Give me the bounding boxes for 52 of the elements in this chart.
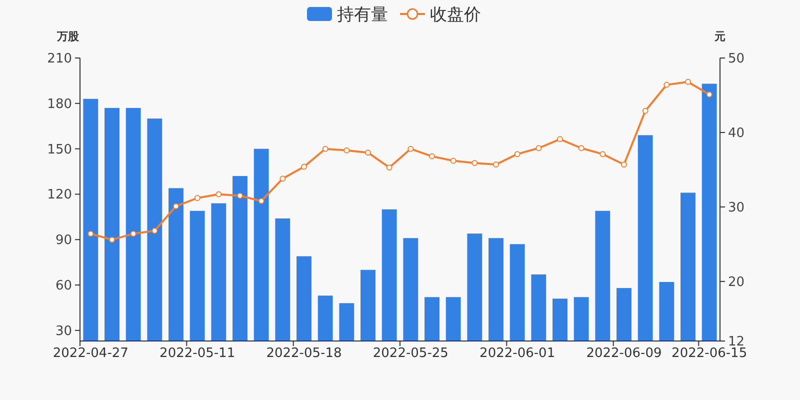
point bbox=[600, 151, 606, 158]
point bbox=[578, 145, 584, 152]
point bbox=[130, 230, 136, 237]
x-tick-label: 2022-06-01 bbox=[480, 346, 556, 361]
y-tick-label: 180 bbox=[47, 96, 72, 112]
y-tick-label: 90 bbox=[55, 233, 72, 248]
point bbox=[642, 108, 648, 114]
y-tick-label: 120 bbox=[47, 188, 72, 203]
point bbox=[258, 198, 264, 204]
y2-tick-label: 50 bbox=[728, 52, 745, 66]
x-tick-label: 2022-04-27 bbox=[52, 346, 128, 361]
x-tick-label: 2022-05-11 bbox=[160, 346, 236, 361]
legend-label: 收盘价 bbox=[430, 5, 481, 25]
y2-axis-title: 元 bbox=[714, 30, 726, 43]
point bbox=[322, 146, 328, 152]
x-tick-label: 2022-05-18 bbox=[266, 346, 342, 361]
point bbox=[280, 176, 286, 182]
point bbox=[493, 161, 499, 168]
point bbox=[237, 192, 243, 199]
y-tick-label: 210 bbox=[47, 52, 72, 66]
point bbox=[173, 203, 179, 210]
y-axis-title: 万股 bbox=[56, 30, 80, 43]
point bbox=[536, 145, 542, 152]
point bbox=[301, 164, 307, 170]
point bbox=[429, 153, 435, 160]
point bbox=[109, 236, 115, 243]
point bbox=[344, 147, 350, 154]
y2-tick-label: 30 bbox=[728, 200, 745, 216]
y-tick-label: 60 bbox=[55, 278, 72, 294]
legend-label: 持有量 bbox=[337, 5, 388, 25]
x-tick-label: 2022-06-09 bbox=[586, 346, 662, 361]
point bbox=[152, 228, 158, 234]
point bbox=[386, 164, 392, 170]
point bbox=[365, 150, 371, 156]
y-tick-label: 30 bbox=[55, 324, 72, 339]
y2-tick-label: 20 bbox=[728, 274, 745, 290]
point bbox=[472, 160, 478, 166]
point bbox=[450, 158, 456, 164]
point bbox=[216, 191, 222, 198]
y2-tick-label: 40 bbox=[728, 126, 745, 141]
point bbox=[514, 151, 520, 158]
x-tick-label: 2022-05-25 bbox=[372, 346, 448, 361]
y-tick-label: 150 bbox=[47, 142, 72, 158]
point bbox=[685, 78, 691, 85]
point bbox=[88, 230, 94, 237]
point bbox=[194, 195, 200, 202]
point bbox=[706, 91, 712, 98]
x-tick-label: 2022-06-15 bbox=[672, 346, 748, 361]
point bbox=[621, 161, 627, 168]
point bbox=[664, 82, 670, 88]
point bbox=[557, 136, 563, 142]
point bbox=[408, 146, 414, 152]
